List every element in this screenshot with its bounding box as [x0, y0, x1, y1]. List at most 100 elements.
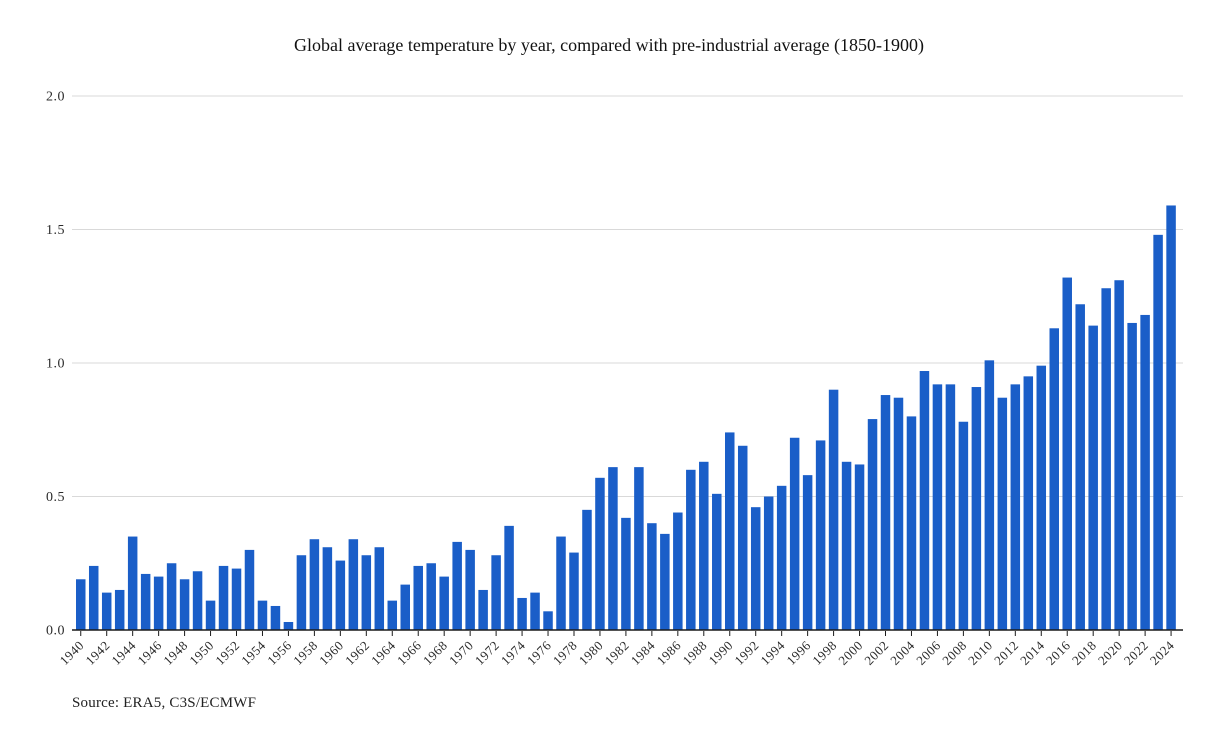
- x-axis-label-1946: 1946: [134, 638, 164, 668]
- bar-1982: [621, 517, 631, 630]
- x-axis-label-1968: 1968: [420, 638, 450, 668]
- bar-1975: [530, 592, 540, 630]
- bar-2002: [880, 395, 891, 630]
- x-axis-label-1990: 1990: [705, 638, 735, 668]
- x-axis-label-2008: 2008: [939, 638, 969, 668]
- bar-1984: [647, 523, 657, 630]
- bar-1964: [387, 600, 398, 630]
- x-axis-label-1948: 1948: [160, 638, 190, 668]
- bar-1990: [725, 432, 735, 630]
- x-axis-label-1980: 1980: [576, 638, 606, 668]
- x-axis-label-2014: 2014: [1017, 638, 1047, 668]
- bar-2017: [1075, 304, 1085, 630]
- bar-1953: [244, 549, 255, 630]
- bar-1987: [686, 469, 696, 630]
- bar-1949: [192, 571, 203, 630]
- bar-2019: [1101, 288, 1111, 630]
- bar-1971: [478, 589, 488, 630]
- bar-2015: [1049, 328, 1059, 630]
- bar-1985: [660, 533, 670, 630]
- bar-1948: [179, 579, 190, 630]
- bar-1952: [231, 568, 242, 630]
- bar-2011: [997, 397, 1008, 630]
- x-axis-label-2024: 2024: [1147, 638, 1177, 668]
- bar-1981: [608, 467, 618, 630]
- bar-1955: [270, 605, 281, 630]
- x-axis-label-1942: 1942: [82, 638, 112, 668]
- bar-1978: [569, 552, 579, 630]
- bar-2009: [971, 387, 982, 630]
- bar-1962: [361, 555, 372, 630]
- bar-1945: [140, 573, 151, 630]
- bar-1966: [413, 565, 423, 630]
- bar-1973: [504, 525, 514, 630]
- x-axis-label-1952: 1952: [212, 638, 242, 668]
- x-axis-label-2010: 2010: [965, 638, 995, 668]
- bar-1954: [257, 600, 268, 630]
- bar-1979: [582, 509, 592, 630]
- bar-1998: [828, 389, 839, 630]
- bar-2003: [893, 397, 904, 630]
- bar-1999: [841, 461, 852, 630]
- bar-1997: [815, 440, 826, 630]
- bar-1968: [439, 576, 449, 630]
- bar-2005: [919, 371, 930, 630]
- bar-1944: [127, 536, 138, 630]
- bar-1941: [88, 565, 99, 630]
- bar-2010: [984, 360, 995, 630]
- x-axis-label-2020: 2020: [1095, 638, 1125, 668]
- bar-1967: [426, 563, 436, 630]
- bar-1977: [556, 536, 566, 630]
- x-axis-label-1964: 1964: [368, 638, 398, 668]
- x-axis-label-1982: 1982: [602, 638, 632, 668]
- bar-2018: [1088, 325, 1098, 630]
- bar-2013: [1023, 376, 1034, 630]
- chart-title: Global average temperature by year, comp…: [293, 35, 924, 55]
- bar-1940: [76, 579, 86, 630]
- bar-2022: [1140, 314, 1150, 630]
- x-axis-label-2012: 2012: [991, 638, 1021, 668]
- bar-1972: [491, 555, 501, 630]
- x-axis-label-2004: 2004: [887, 638, 917, 668]
- bar-1983: [634, 467, 644, 630]
- y-axis-label-2.0: 2.0: [46, 90, 65, 105]
- y-axis-label-0.0: 0.0: [46, 624, 65, 639]
- x-axis-label-1944: 1944: [108, 638, 138, 668]
- bar-1965: [400, 584, 410, 630]
- source-note: Source: ERA5, C3S/ECMWF: [72, 695, 257, 711]
- x-axis-label-2016: 2016: [1043, 638, 1073, 668]
- x-axis-label-1994: 1994: [757, 638, 787, 668]
- bar-1942: [101, 592, 112, 630]
- bar-1980: [595, 477, 605, 630]
- bar-1989: [712, 493, 722, 630]
- x-axis-label-1962: 1962: [342, 638, 372, 668]
- bar-2016: [1062, 277, 1072, 630]
- bar-1986: [673, 512, 683, 630]
- x-axis-label-1984: 1984: [628, 638, 658, 668]
- bar-1950: [205, 600, 216, 630]
- bar-2004: [906, 416, 917, 630]
- x-axis-label-2002: 2002: [861, 638, 891, 668]
- x-axis-label-1996: 1996: [783, 638, 813, 668]
- x-axis-label-1960: 1960: [316, 638, 346, 668]
- bar-1970: [465, 549, 475, 630]
- x-axis-label-2006: 2006: [913, 638, 943, 668]
- bar-1951: [218, 565, 229, 630]
- bar-2006: [932, 384, 943, 630]
- bar-1992: [750, 507, 761, 630]
- x-axis-label-1950: 1950: [186, 638, 216, 668]
- x-axis-label-1966: 1966: [394, 638, 424, 668]
- bar-2014: [1036, 365, 1047, 630]
- bar-1991: [737, 445, 748, 630]
- bar-1959: [322, 547, 333, 630]
- x-axis-label-2018: 2018: [1069, 638, 1099, 668]
- bar-2023: [1153, 234, 1163, 630]
- bar-1969: [452, 541, 462, 630]
- x-axis-label-1992: 1992: [731, 638, 761, 668]
- bar-1993: [763, 496, 774, 630]
- bar-2001: [867, 419, 878, 630]
- bar-2008: [958, 421, 969, 630]
- bar-1994: [776, 485, 787, 630]
